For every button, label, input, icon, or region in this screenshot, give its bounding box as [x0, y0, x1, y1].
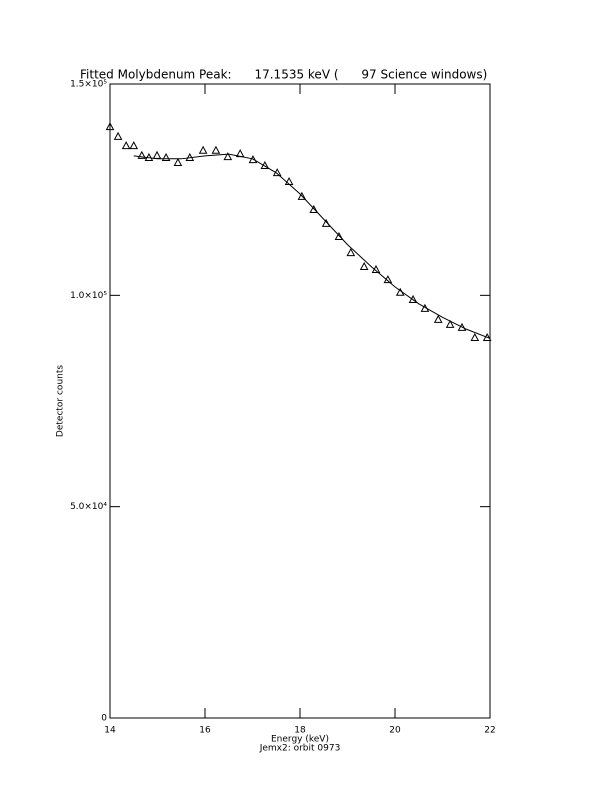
data-point	[359, 261, 369, 271]
data-point	[223, 152, 233, 161]
data-point	[445, 319, 455, 328]
data-point	[129, 141, 139, 150]
y-tick-label: 1.0×10⁵	[70, 291, 107, 301]
data-point	[152, 150, 162, 159]
y-tick-label: 5.0×10⁴	[70, 502, 107, 512]
data-point	[408, 294, 418, 303]
y-axis-label: Detector counts	[56, 365, 66, 437]
data-point	[457, 322, 467, 331]
y-tick-label: 1.5×10⁵	[70, 80, 107, 90]
x-tick-label: 22	[484, 726, 495, 736]
chart-title: Fitted Molybdenum Peak: 17.1535 keV ( 97…	[80, 68, 487, 82]
data-point	[173, 157, 183, 167]
data-point	[211, 145, 221, 154]
data-point	[433, 314, 443, 323]
subtitle: Jemx2: orbit 0973	[259, 744, 341, 754]
plot-frame	[109, 83, 491, 719]
data-point	[198, 145, 208, 154]
data-point	[482, 332, 492, 342]
y-tick-label: 0	[101, 714, 107, 724]
data-point	[383, 275, 393, 284]
data-point	[137, 150, 147, 159]
fit-line	[133, 153, 491, 339]
data-point	[321, 218, 331, 227]
data-point	[248, 155, 258, 164]
data-point	[334, 231, 344, 241]
data-point	[470, 332, 480, 342]
data-point	[161, 152, 171, 161]
x-tick-label: 16	[199, 726, 211, 736]
data-point	[113, 131, 123, 140]
data-point	[346, 248, 356, 257]
x-axis-label: Energy (keV)	[271, 735, 329, 745]
x-tick-label: 18	[294, 726, 306, 736]
data-point	[121, 141, 131, 150]
x-tick-label: 20	[389, 726, 401, 736]
data-point	[297, 191, 307, 200]
data-point	[309, 204, 319, 213]
x-tick-label: 14	[104, 726, 116, 736]
data-point	[105, 122, 115, 131]
data-point	[371, 264, 381, 273]
